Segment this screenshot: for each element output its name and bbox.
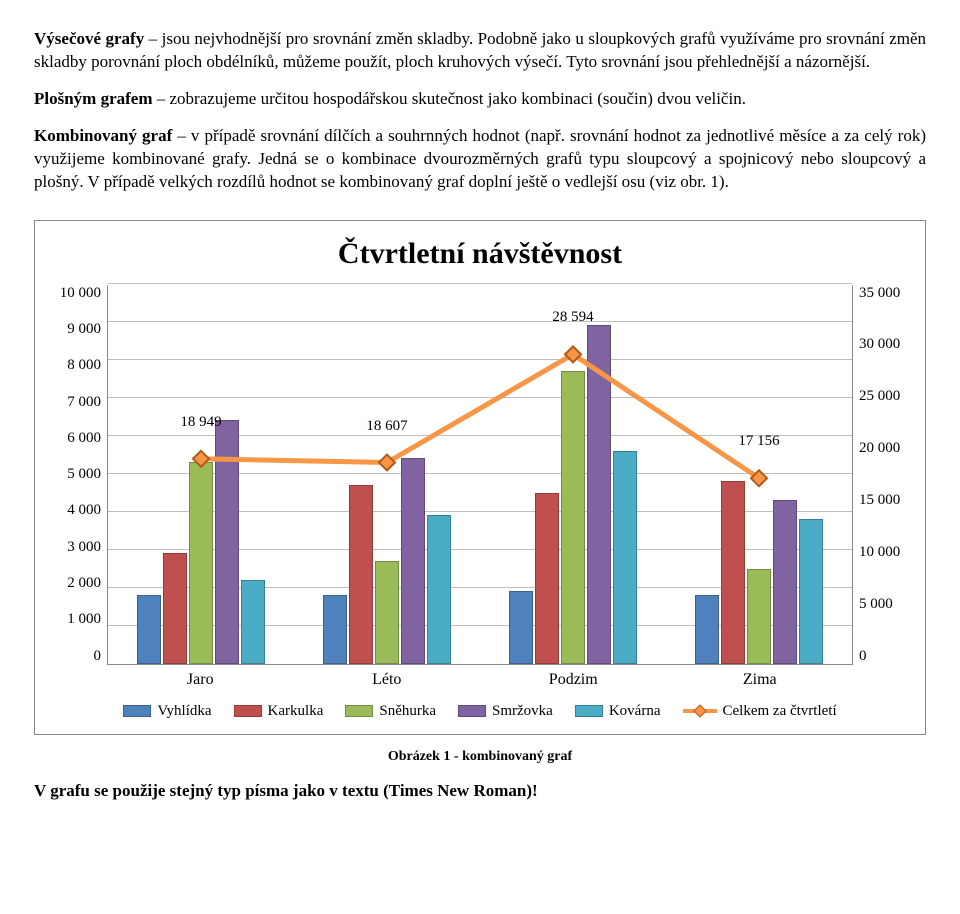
legend-item: Karkulka (234, 703, 324, 720)
y2-tick-label: 5 000 (859, 596, 893, 613)
legend-swatch (234, 705, 262, 717)
y2-tick-label: 30 000 (859, 336, 900, 353)
legend-item: Smržovka (458, 703, 553, 720)
y1-tick-label: 4 000 (67, 502, 101, 519)
y2-tick-label: 20 000 (859, 440, 900, 457)
line-overlay (108, 285, 852, 664)
y1-tick-label: 1 000 (67, 611, 101, 628)
x-axis: JaroLétoPodzimZima (107, 665, 853, 689)
line-marker (193, 450, 209, 466)
y2-tick-label: 10 000 (859, 544, 900, 561)
y1-tick-label: 0 (94, 648, 102, 665)
y2-tick-label: 15 000 (859, 492, 900, 509)
legend-label: Celkem za čtvrtletí (723, 703, 837, 720)
x-tick-label: Podzim (480, 665, 667, 689)
line-value-label: 28 594 (552, 309, 593, 326)
legend-label: Sněhurka (379, 703, 436, 720)
x-tick-label: Zima (667, 665, 854, 689)
line-value-label: 18 949 (180, 414, 221, 431)
y1-tick-label: 8 000 (67, 357, 101, 374)
chart-title: Čtvrtletní návštěvnost (49, 237, 911, 271)
term-combo: Kombinovaný graf (34, 126, 172, 145)
plot-area: 10 000 9 000 8 000 7 000 6 000 5 000 4 000 3 00… (49, 285, 911, 665)
legend: Vyhlídka Karkulka Sněhurka Smržovka Kovárna C… (49, 699, 911, 724)
legend-label: Kovárna (609, 703, 661, 720)
y1-tick-label: 3 000 (67, 539, 101, 556)
y-axis-primary: 10 000 9 000 8 000 7 000 6 000 5 000 4 000 3 00… (49, 285, 107, 665)
gridline (108, 283, 852, 284)
legend-label: Smržovka (492, 703, 553, 720)
y1-tick-label: 10 000 (60, 285, 101, 302)
legend-item: Celkem za čtvrtletí (683, 703, 837, 720)
y1-tick-label: 6 000 (67, 430, 101, 447)
figure-caption: Obrázek 1 - kombinovaný graf (34, 749, 926, 765)
plot-canvas: 18 949 18 607 28 594 17 156 (107, 285, 853, 665)
legend-item: Kovárna (575, 703, 661, 720)
y1-tick-label: 7 000 (67, 394, 101, 411)
legend-label: Vyhlídka (157, 703, 211, 720)
total-line (201, 354, 759, 478)
paragraph-area: Plošným grafem – zobrazujeme určitou hos… (34, 88, 926, 111)
paragraph-combo: Kombinovaný graf – v případě srovnání dí… (34, 125, 926, 194)
legend-swatch (458, 705, 486, 717)
y1-tick-label: 5 000 (67, 466, 101, 483)
legend-item: Sněhurka (345, 703, 436, 720)
legend-label: Karkulka (268, 703, 324, 720)
x-tick-label: Léto (294, 665, 481, 689)
line-value-label: 18 607 (366, 418, 407, 435)
legend-swatch (345, 705, 373, 717)
legend-item: Vyhlídka (123, 703, 211, 720)
y-axis-secondary: 35 000 30 000 25 000 20 000 15 000 10 000 5 00… (853, 285, 911, 665)
y1-tick-label: 9 000 (67, 321, 101, 338)
y2-tick-label: 25 000 (859, 388, 900, 405)
y2-tick-label: 35 000 (859, 285, 900, 302)
footer-note: V grafu se použije stejný typ písma jako… (34, 781, 926, 801)
legend-swatch (575, 705, 603, 717)
x-tick-label: Jaro (107, 665, 294, 689)
text-area: – zobrazujeme určitou hospodářskou skute… (153, 89, 746, 108)
y2-tick-label: 0 (859, 648, 867, 665)
chart-container: Čtvrtletní návštěvnost 10 000 9 000 8 000 7… (34, 220, 926, 735)
legend-swatch (123, 705, 151, 717)
legend-line-swatch (683, 704, 717, 718)
line-value-label: 17 156 (738, 433, 779, 450)
paragraph-pie: Výsečové grafy – jsou nejvhodnější pro s… (34, 28, 926, 74)
text-pie: – jsou nejvhodnější pro srovnání změn sk… (34, 29, 926, 71)
term-area: Plošným grafem (34, 89, 153, 108)
y1-tick-label: 2 000 (67, 575, 101, 592)
term-pie: Výsečové grafy (34, 29, 144, 48)
